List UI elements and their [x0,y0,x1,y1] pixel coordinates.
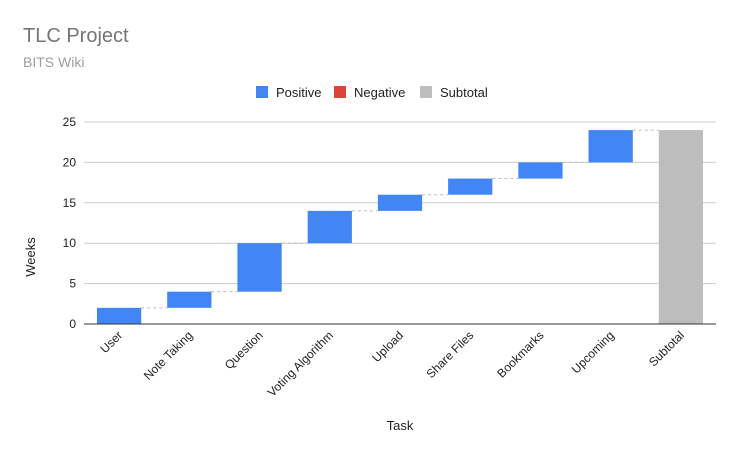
y-tick-label: 15 [63,196,77,210]
y-axis-title: Weeks [23,237,38,277]
bar-upcoming [588,130,633,163]
legend-swatch-subtotal [420,86,432,98]
bar-subtotal [658,130,704,324]
x-tick-label: Upload [369,328,406,365]
bar-note-taking [167,291,212,308]
bar-share-files [448,178,493,195]
x-tick-label: Bookmarks [494,328,546,380]
bars [96,130,704,324]
x-tick-label: Subtotal [646,328,687,369]
x-tick-label: Upcoming [569,328,617,376]
y-tick-label: 20 [63,155,77,169]
bar-question [237,243,282,292]
bar-upload [377,194,423,211]
bar-user [96,307,142,324]
y-axis-ticks: 0 5 10 15 20 25 [63,115,77,331]
y-tick-label: 5 [69,277,76,291]
y-tick-label: 10 [63,236,77,250]
x-tick-label: Question [222,328,266,372]
y-tick-label: 25 [63,115,77,129]
legend-label-negative: Negative [354,85,405,100]
x-tick-label: Note Taking [141,328,196,383]
legend-label-positive: Positive [276,85,322,100]
legend-swatch-positive [256,86,268,98]
x-axis-title: Task [387,418,414,433]
chart-title: TLC Project [23,25,129,47]
legend-label-subtotal: Subtotal [440,85,488,100]
y-tick-label: 0 [69,317,76,331]
x-axis-ticks: User Note Taking Question Voting Algorithm U… [97,328,687,399]
legend: Positive Negative Subtotal [256,85,488,100]
chart-subtitle: BITS Wiki [23,54,84,70]
x-tick-label: Share Files [424,328,477,381]
x-tick-label: User [97,328,125,356]
legend-swatch-negative [334,86,346,98]
connectors [141,129,659,309]
bar-bookmarks [518,162,563,179]
bar-voting-algorithm [307,210,352,244]
x-tick-label: Voting Algorithm [265,328,336,399]
